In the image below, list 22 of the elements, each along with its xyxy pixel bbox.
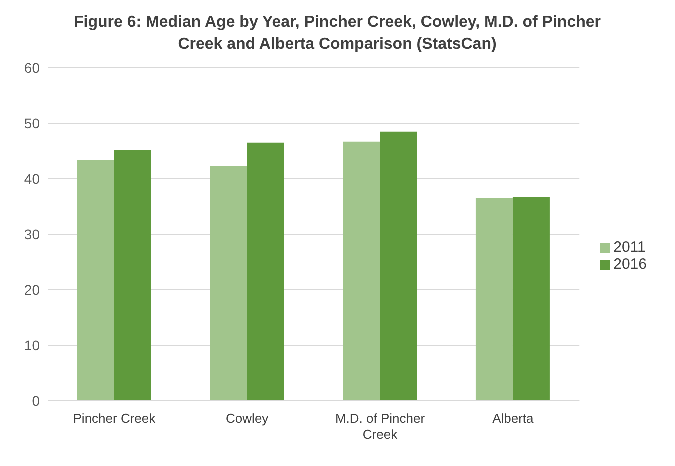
bar [210,166,248,401]
bar [114,150,152,401]
chart-title: Figure 6: Median Age by Year, Pincher Creek, Cowley, M.D. of Pincher Creek and Alberta Comparison (StatsCan) [73,13,602,55]
legend-label: 2016 [614,256,647,273]
y-tick-label: 10 [24,337,40,354]
y-tick-label: 40 [24,170,40,187]
x-tick-label: Alberta [492,411,535,426]
y-tick-label: 20 [24,282,40,298]
x-tick-label: Pincher Creek [73,411,156,426]
y-tick-label: 50 [24,115,40,132]
y-tick-label: 60 [24,60,40,76]
y-tick-label: 0 [32,392,40,409]
bar [476,198,513,401]
legend-label: 2011 [614,239,646,256]
x-tick-label: M.D. of Pincher Creek [335,411,426,442]
x-tick-label: Cowley [226,411,270,426]
bar [380,132,418,401]
bar [247,142,284,401]
y-tick-label: 30 [24,226,40,242]
bar [512,197,550,401]
bar [77,160,114,401]
bar [343,142,380,401]
